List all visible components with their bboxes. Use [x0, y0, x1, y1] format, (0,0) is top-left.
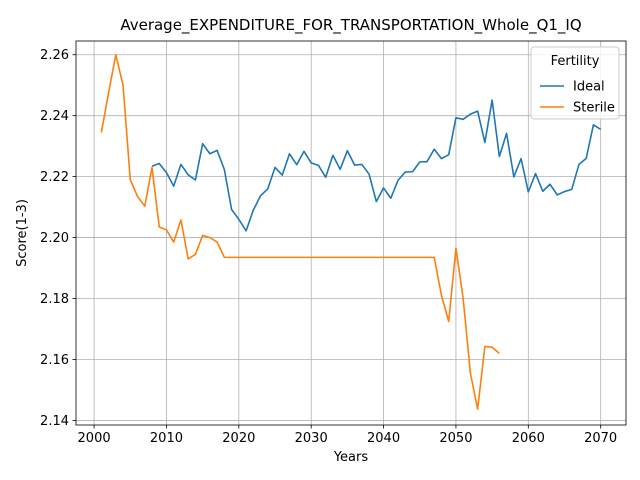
y-tick-label: 2.14: [40, 414, 69, 429]
x-axis-ticks: 2000 2010 2020 2030 2040 2050 2060 2070: [78, 425, 617, 446]
y-tick-label: 2.26: [40, 48, 69, 63]
x-axis-title: Years: [333, 450, 369, 465]
y-axis-ticks: 2.14 2.16 2.18 2.20 2.22 2.24 2.26: [40, 48, 76, 429]
y-tick-label: 2.24: [40, 109, 69, 124]
y-tick-label: 2.16: [40, 353, 69, 368]
legend-items: Ideal Sterile: [540, 80, 615, 116]
x-tick-label: 2010: [150, 431, 183, 446]
x-tick-label: 2000: [78, 431, 111, 446]
series-line-ideal: [151, 99, 602, 232]
x-tick-label: 2070: [584, 431, 617, 446]
legend-label-sterile: Sterile: [573, 101, 615, 116]
legend: Fertility Ideal Sterile: [530, 46, 620, 120]
y-tick-label: 2.18: [40, 292, 69, 307]
legend-title: Fertility: [551, 54, 600, 69]
x-tick-label: 2060: [512, 431, 545, 446]
y-axis-title: Score(1-3): [15, 199, 30, 267]
legend-label-ideal: Ideal: [573, 80, 605, 95]
series-line-sterile: [100, 53, 500, 410]
plot-frame: [75, 40, 627, 426]
x-tick-label: 2020: [222, 431, 255, 446]
x-tick-label: 2050: [439, 431, 472, 446]
y-tick-label: 2.22: [40, 170, 69, 185]
series-layer: [100, 53, 602, 410]
x-tick-label: 2030: [295, 431, 328, 446]
legend-box: [530, 46, 620, 120]
y-tick-label: 2.20: [40, 231, 69, 246]
chart-title: Average_EXPENDITURE_FOR_TRANSPORTATION_W…: [120, 16, 581, 35]
x-tick-label: 2040: [367, 431, 400, 446]
